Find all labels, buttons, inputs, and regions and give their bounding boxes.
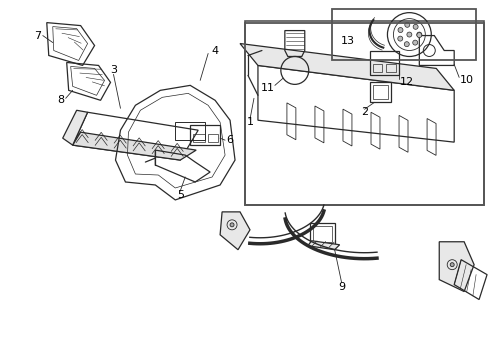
Polygon shape xyxy=(62,110,87,145)
Bar xyxy=(369,50,399,75)
Circle shape xyxy=(412,24,417,29)
Text: 8: 8 xyxy=(57,95,64,105)
Bar xyxy=(386,64,396,72)
Circle shape xyxy=(397,28,402,32)
Polygon shape xyxy=(220,212,249,250)
Text: 6: 6 xyxy=(226,135,233,145)
Circle shape xyxy=(412,40,417,45)
Bar xyxy=(193,134,205,142)
Polygon shape xyxy=(438,242,473,292)
Text: 10: 10 xyxy=(459,75,473,85)
Text: 7: 7 xyxy=(34,31,41,41)
Polygon shape xyxy=(240,44,453,90)
Bar xyxy=(208,134,218,142)
Circle shape xyxy=(416,33,421,37)
Text: 13: 13 xyxy=(340,36,354,46)
Circle shape xyxy=(416,32,421,37)
Bar xyxy=(175,122,205,140)
Circle shape xyxy=(404,42,408,47)
Bar xyxy=(372,64,382,72)
Bar xyxy=(331,9,475,60)
Text: 11: 11 xyxy=(261,84,274,93)
Bar xyxy=(369,82,390,102)
Text: 3: 3 xyxy=(110,66,117,76)
Circle shape xyxy=(229,223,234,227)
Circle shape xyxy=(449,263,453,267)
Text: 1: 1 xyxy=(246,117,253,127)
Text: 9: 9 xyxy=(337,282,345,292)
Polygon shape xyxy=(73,132,196,160)
Bar xyxy=(244,23,483,205)
Bar xyxy=(372,85,387,99)
Polygon shape xyxy=(307,241,339,250)
Text: 5: 5 xyxy=(176,190,183,200)
Bar xyxy=(312,226,331,242)
Circle shape xyxy=(404,22,409,27)
Text: 2: 2 xyxy=(360,107,367,117)
Bar xyxy=(190,125,220,145)
Circle shape xyxy=(397,36,402,41)
Bar xyxy=(309,223,334,245)
Circle shape xyxy=(406,32,411,37)
Text: 12: 12 xyxy=(400,77,414,87)
Bar xyxy=(244,21,483,205)
Text: 4: 4 xyxy=(211,45,218,55)
